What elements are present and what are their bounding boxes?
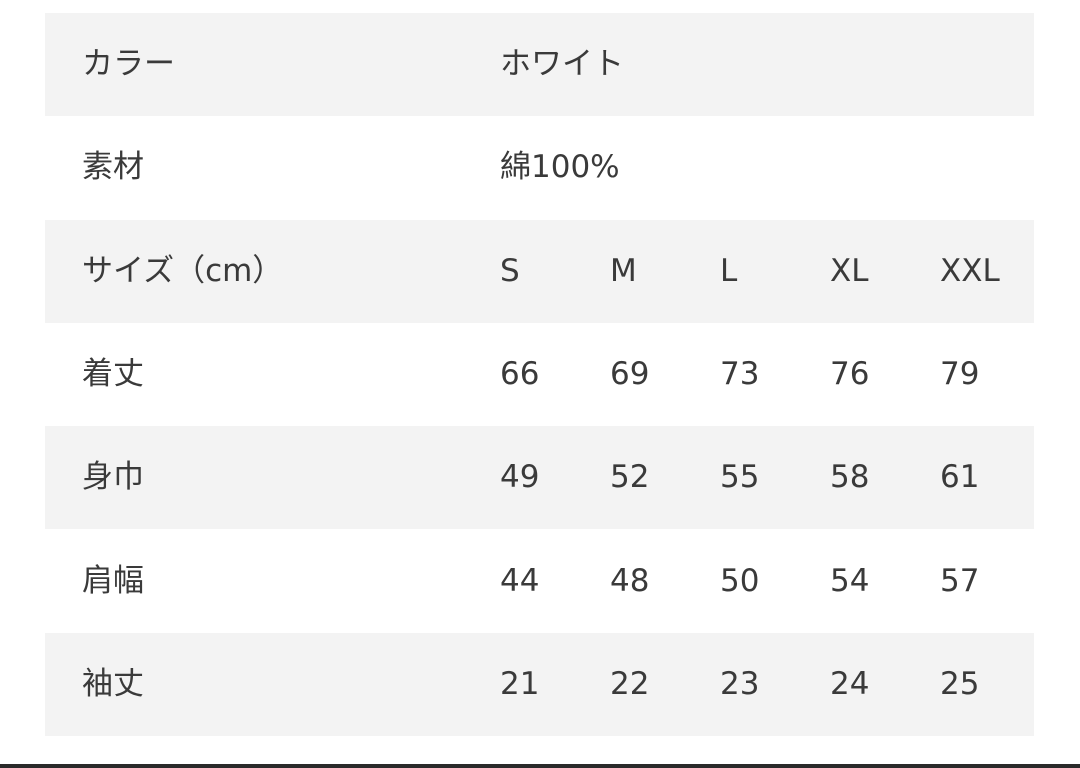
cell-value: 57 [940,562,980,599]
cell-value: 綿100% [500,149,620,186]
row-label: 袖丈 [82,665,144,702]
cell-value: 73 [720,355,760,392]
cell-value: 50 [720,562,760,599]
cell-value: 49 [500,459,540,496]
cell-value: 21 [500,665,540,702]
table-row: 袖丈 21 22 23 24 25 [45,632,1034,736]
cell-value: 61 [940,459,980,496]
row-label: 着丈 [82,355,144,392]
cell-value: S [500,252,520,289]
cell-value: 55 [720,459,760,496]
cell-value: 76 [830,355,870,392]
table-row: カラー ホワイト [45,13,1034,116]
cell-value: 48 [610,562,650,599]
cell-value: L [720,252,738,289]
table-row: 素材 綿100% [45,116,1034,219]
cell-value: 52 [610,459,650,496]
row-label: サイズ（cm） [82,252,284,289]
row-label: 肩幅 [82,562,144,599]
cell-value: ホワイト [500,46,624,82]
cell-value: 66 [500,355,540,392]
cell-value: 79 [940,355,980,392]
cell-value: XXL [940,252,1000,289]
table-row: 肩幅 44 48 50 54 57 [45,530,1034,633]
table-row: 着丈 66 69 73 76 79 [45,323,1034,426]
cell-value: 23 [720,665,760,702]
table-row: サイズ（cm） S M L XL XXL [45,219,1034,323]
cell-value: 24 [830,665,870,702]
cell-value: 44 [500,562,540,599]
row-label: 身巾 [82,459,144,496]
cell-value: 25 [940,665,980,702]
cell-value: XL [830,252,869,289]
cell-value: 54 [830,562,870,599]
cell-value: M [610,252,637,289]
bottom-edge [0,764,1080,768]
table-row: 身巾 49 52 55 58 61 [45,426,1034,530]
row-label: カラー [82,46,175,82]
row-label: 素材 [82,149,144,186]
cell-value: 58 [830,459,870,496]
cell-value: 22 [610,665,650,702]
cell-value: 69 [610,355,650,392]
